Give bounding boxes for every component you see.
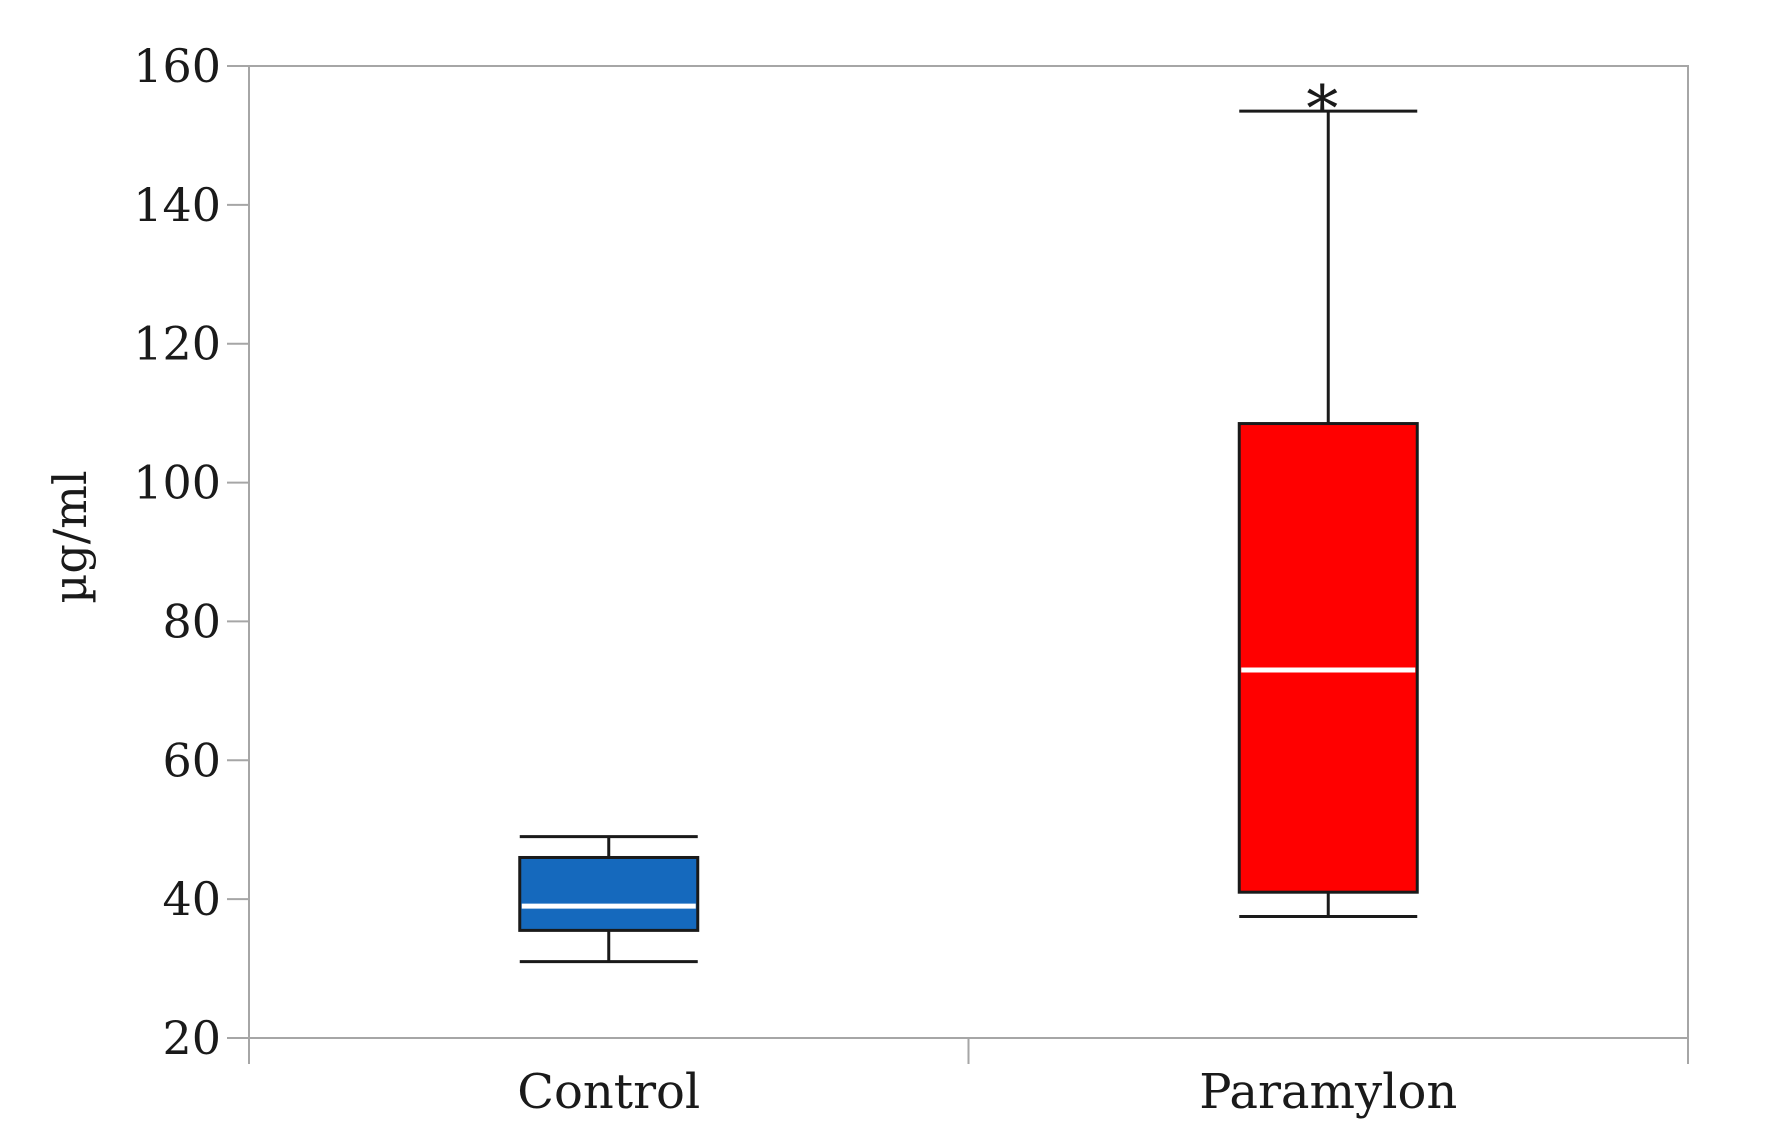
iqr-box <box>518 855 700 932</box>
iqr-box <box>1237 422 1419 894</box>
plot-frame <box>248 65 1689 1039</box>
y-tick-label: 80 <box>162 594 221 648</box>
y-tick-label: 20 <box>162 1011 221 1065</box>
box-paramylon: * <box>1237 73 1419 918</box>
significance-marker: * <box>1306 73 1338 147</box>
y-tick-label: 140 <box>133 178 221 232</box>
y-tick-label: 160 <box>133 39 221 93</box>
box-control <box>518 835 700 964</box>
category-labels: Control Paramylon <box>517 1064 1457 1120</box>
y-tick-label: 60 <box>162 733 221 787</box>
y-tick-label: 100 <box>133 456 221 510</box>
x-category-label: Paramylon <box>1199 1064 1457 1120</box>
y-axis-title: µg/ml <box>43 470 97 603</box>
y-tick-label: 120 <box>133 317 221 371</box>
axes <box>248 65 1689 1064</box>
y-ticks: 20 40 60 80 100 120 140 160 <box>133 39 249 1065</box>
boxes: * <box>518 73 1419 964</box>
x-category-label: Control <box>517 1064 700 1120</box>
y-tick-label: 40 <box>162 872 221 926</box>
